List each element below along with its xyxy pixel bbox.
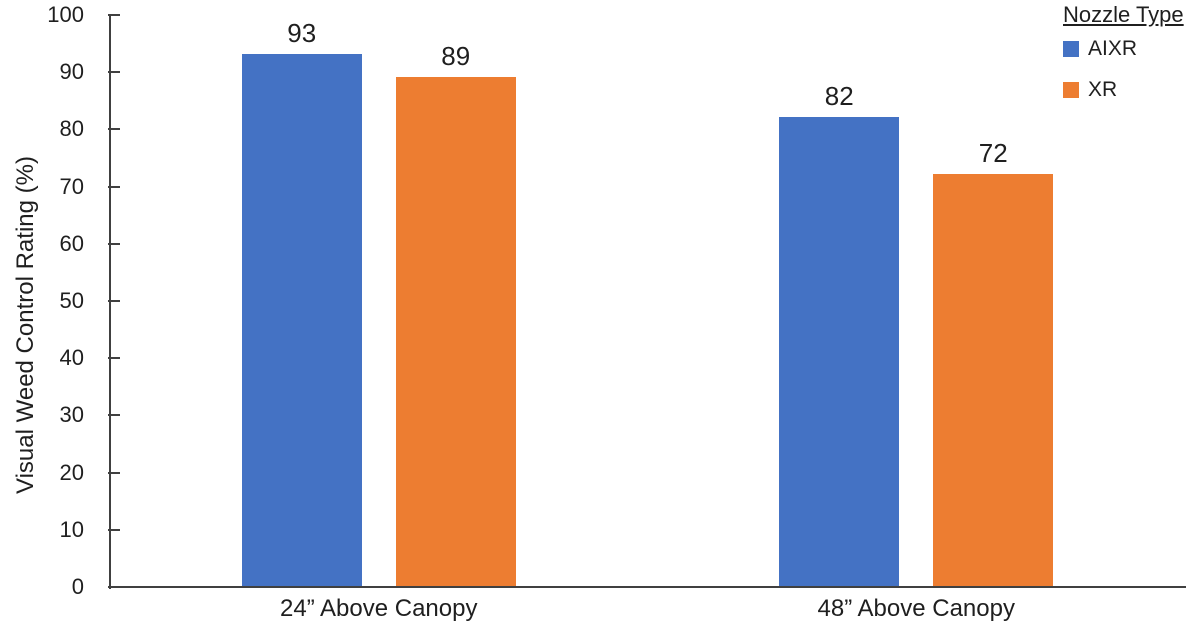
y-tick bbox=[108, 357, 120, 360]
legend-label: XR bbox=[1088, 78, 1118, 101]
y-tick-label: 60 bbox=[59, 230, 84, 256]
bar-xr-2 bbox=[933, 174, 1054, 586]
legend: Nozzle Type AIXR XR bbox=[1063, 2, 1191, 101]
bar-aixr-1 bbox=[241, 54, 362, 586]
bar-value-label: 82 bbox=[824, 81, 854, 111]
x-category-label: 24” Above Canopy bbox=[280, 595, 478, 622]
y-tick-label: 40 bbox=[59, 345, 84, 371]
bar-value-label: 93 bbox=[287, 18, 317, 48]
y-tick bbox=[108, 185, 120, 188]
y-axis-line bbox=[109, 15, 111, 589]
legend-swatch-icon bbox=[1063, 82, 1079, 98]
bar-value-label: 72 bbox=[978, 138, 1008, 168]
y-tick-label: 0 bbox=[71, 574, 84, 599]
y-tick-label: 50 bbox=[59, 288, 84, 313]
y-tick-label: 70 bbox=[59, 173, 84, 199]
y-tick bbox=[108, 414, 120, 417]
y-tick-label: 90 bbox=[59, 59, 84, 85]
y-tick bbox=[108, 71, 120, 74]
bar-value-label: 89 bbox=[441, 41, 471, 71]
y-tick bbox=[108, 242, 120, 245]
y-tick-label: 100 bbox=[47, 2, 84, 27]
y-axis-title: Visual Weed Control Rating (%) bbox=[12, 156, 39, 494]
y-tick bbox=[108, 14, 120, 16]
y-tick bbox=[108, 300, 120, 302]
y-tick-label: 20 bbox=[59, 459, 84, 485]
legend-items: AIXR XR bbox=[1063, 38, 1191, 101]
legend-swatch-icon bbox=[1063, 41, 1079, 57]
y-tick bbox=[108, 128, 120, 131]
y-tick-label: 10 bbox=[59, 516, 84, 542]
y-tick-label: 80 bbox=[59, 116, 84, 142]
bar-aixr-2 bbox=[779, 117, 900, 586]
legend-label: AIXR bbox=[1088, 37, 1138, 60]
legend-item-aixr: AIXR bbox=[1063, 38, 1191, 60]
y-tick bbox=[108, 471, 120, 474]
bar-xr-1 bbox=[395, 77, 516, 586]
legend-item-xr: XR bbox=[1063, 79, 1191, 101]
y-tick-label: 30 bbox=[59, 402, 84, 428]
legend-title: Nozzle Type bbox=[1063, 2, 1184, 27]
x-category-label: 48” Above Canopy bbox=[817, 595, 1015, 622]
x-axis-line bbox=[109, 586, 1186, 588]
y-tick bbox=[108, 528, 120, 531]
